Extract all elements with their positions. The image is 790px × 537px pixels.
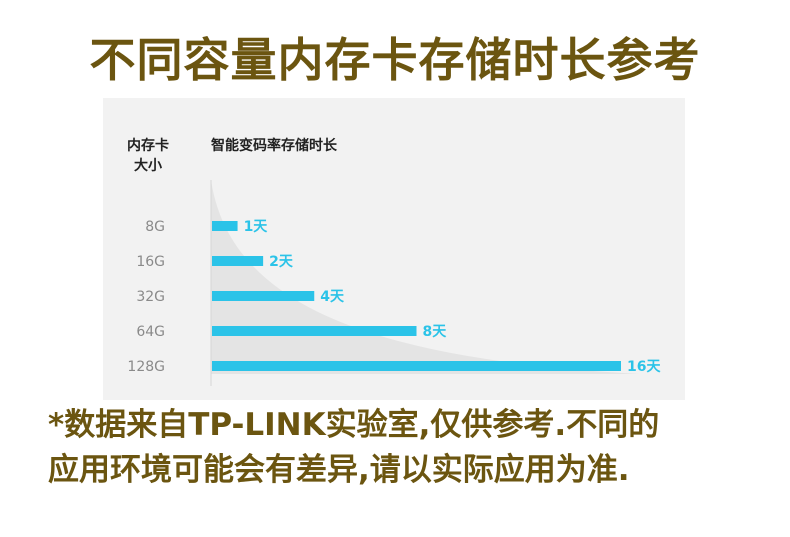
bar-value-label: 1天	[244, 219, 269, 235]
category-label: 128G	[127, 359, 165, 375]
footnote-line2: 应用环境可能会有差异,请以实际应用为准.	[48, 452, 630, 488]
footnote: *数据来自TP-LINK实验室,仅供参考.不同的 应用环境可能会有差异,请以实际…	[48, 403, 768, 493]
capacity-header-line1: 内存卡	[127, 138, 169, 154]
bar-value-label: 4天	[320, 289, 345, 305]
category-label: 32G	[136, 289, 165, 305]
bar	[212, 221, 238, 231]
bar	[212, 361, 621, 371]
chart-card: 8G 1天 16G 2天 32G 4天 64G 8天 128G 16天 内存卡 大小 智能变码率存…	[103, 98, 685, 400]
bar	[212, 256, 264, 266]
category-label: 8G	[145, 219, 165, 235]
category-label: 16G	[136, 254, 165, 270]
bar-value-label: 16天	[627, 359, 661, 375]
page-title: 不同容量内存卡存储时长参考	[89, 33, 701, 87]
background-curve	[211, 180, 640, 374]
bar	[212, 291, 315, 301]
bar-chart: 8G 1天 16G 2天 32G 4天 64G 8天 128G 16天	[127, 180, 661, 386]
capacity-header-line2: 大小	[134, 158, 162, 174]
duration-column-header: 智能变码率存储时长	[211, 138, 337, 154]
category-label: 64G	[136, 324, 165, 340]
bar-value-label: 2天	[269, 254, 294, 270]
bar-value-label: 8天	[423, 324, 448, 340]
bar	[212, 326, 417, 336]
capacity-column-header: 内存卡 大小	[113, 136, 183, 176]
footnote-line1: *数据来自TP-LINK实验室,仅供参考.不同的	[48, 407, 660, 443]
